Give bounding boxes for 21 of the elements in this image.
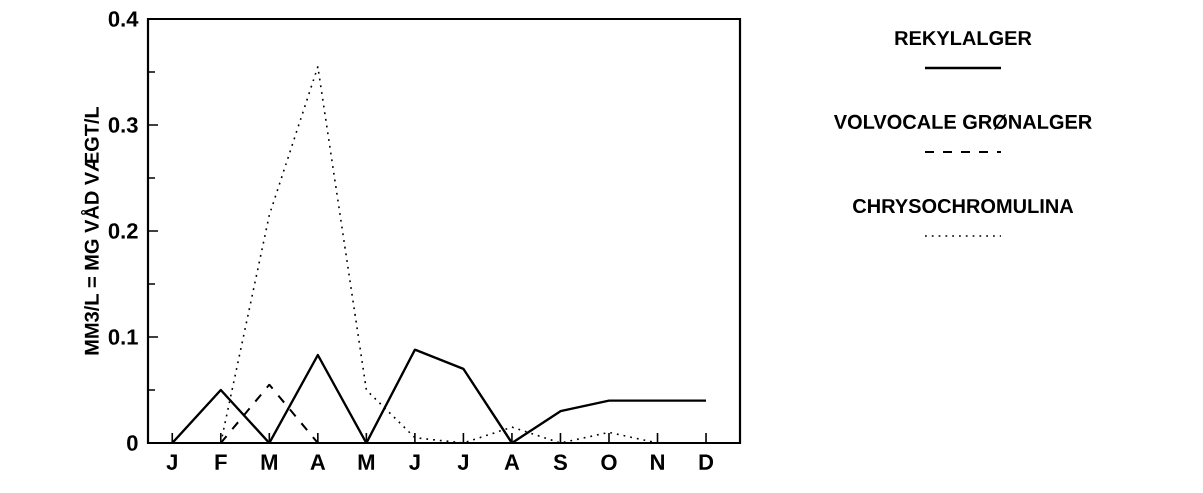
x-tick-label: S [553,454,567,471]
x-tick-label: J [409,454,420,470]
y-tick-label: 0.1 [108,329,138,345]
x-tick-label: J [166,454,177,470]
y-axis-title: MM3/L = MG VÅD VÆGT/L [80,106,100,355]
x-tick-label: J [457,454,469,470]
text: CHRYSOCHROMULINA [853,198,1074,214]
x-tick-label: M [358,454,375,470]
text: VOLVOCALE GRØNALGER [833,114,1092,130]
y-tick-label: 0.2 [108,223,138,239]
x-tick-label: D [699,454,714,470]
y-tick-label: 0 [127,435,138,451]
x-tick-label: A [310,454,326,470]
x-tick-label: A [504,454,520,470]
x-tick-label: F [215,454,227,470]
x-tick-label: O [601,454,617,471]
x-tick-label: N [651,454,664,470]
x-tick-label: M [261,454,278,470]
text: REKYLALGER [895,30,1032,46]
y-tick-label: 0.3 [108,117,138,133]
y-tick-label: 0.4 [108,11,139,27]
